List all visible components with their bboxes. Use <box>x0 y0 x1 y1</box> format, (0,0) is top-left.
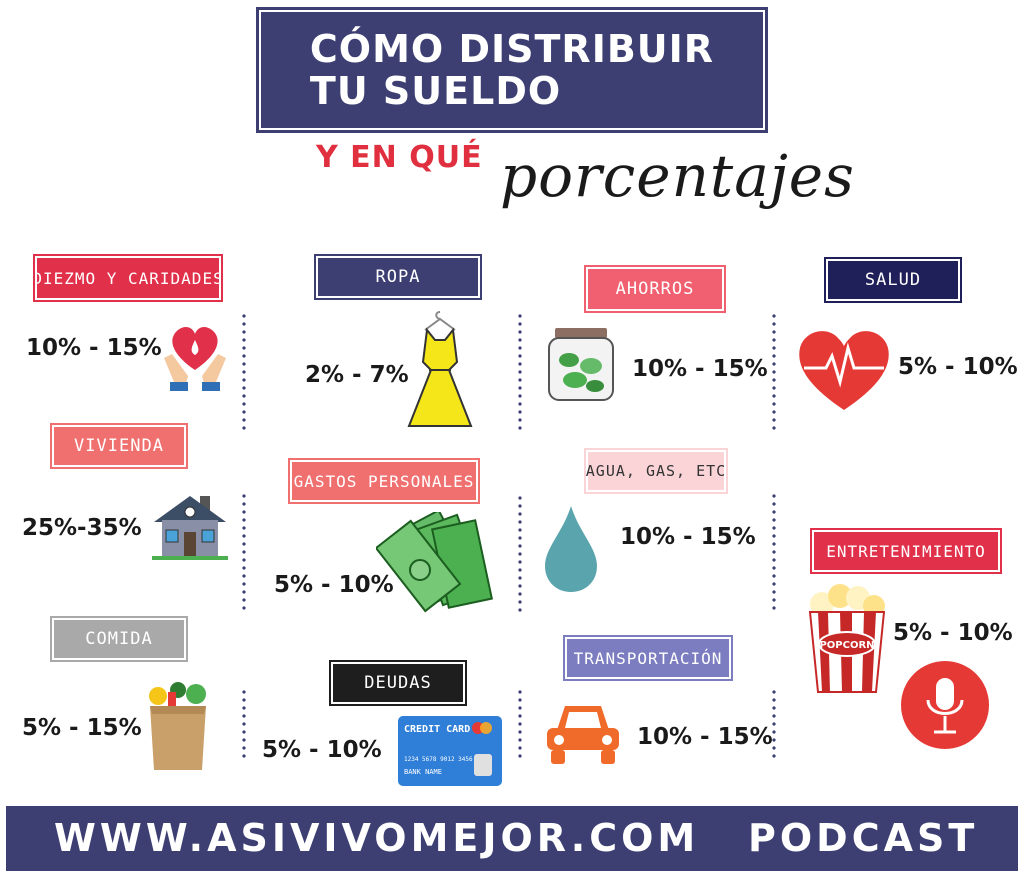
label-comida: COMIDA <box>50 616 188 662</box>
card-number: 1234 5678 9012 3456 <box>404 756 473 763</box>
pct-ahorros: 10% - 15% <box>632 356 768 382</box>
label-diezmo: DIEZMO Y CARIDADES <box>32 254 224 302</box>
pct-comida: 5% - 15% <box>22 715 142 741</box>
pct-gastos: 5% - 10% <box>274 572 394 598</box>
separator-dots <box>242 492 246 610</box>
label-vivienda-text: VIVIENDA <box>74 436 164 456</box>
grocery-bag-icon <box>149 682 206 770</box>
separator-dots <box>242 312 246 430</box>
water-drop-icon <box>545 506 597 592</box>
label-gastos: GASTOS PERSONALES <box>288 458 480 504</box>
footer-url[interactable]: WWW.ASIVIVOMEJOR.COM <box>54 816 700 860</box>
pct-ropa: 2% - 7% <box>305 362 409 388</box>
label-comida-text: COMIDA <box>85 629 153 649</box>
money-bills-icon <box>376 512 494 613</box>
heartbeat-icon <box>799 331 889 410</box>
label-salud-text: SALUD <box>864 270 922 290</box>
card-chip-icon <box>474 754 492 776</box>
label-entretenimiento-text: ENTRETENIMIENTO <box>826 541 986 561</box>
title-banner: CÓMO DISTRIBUIR TU SUELDO <box>256 7 768 133</box>
footer-banner: WWW.ASIVIVOMEJOR.COM PODCAST <box>6 806 1018 871</box>
microphone-icon <box>901 661 989 749</box>
subtitle-script: porcentajes <box>500 142 855 210</box>
separator-dots <box>772 688 776 758</box>
label-entretenimiento: ENTRETENIMIENTO <box>810 528 1002 574</box>
subtitle-prefix: Y EN QUÉ <box>316 140 483 175</box>
separator-dots <box>772 492 776 610</box>
separator-dots <box>518 312 522 430</box>
pct-diezmo: 10% - 15% <box>26 335 162 361</box>
label-ropa: ROPA <box>314 254 482 300</box>
popcorn-icon: POPCORN <box>808 584 886 693</box>
label-ahorros-text: AHORROS <box>615 279 695 299</box>
card-title: CREDIT CARD <box>404 724 471 735</box>
pct-entretenimiento: 5% - 10% <box>893 620 1013 646</box>
label-agua-text: AGUA, GAS, ETC <box>585 462 727 480</box>
page-title: CÓMO DISTRIBUIR TU SUELDO <box>309 27 715 113</box>
card-name: BANK NAME <box>404 768 442 776</box>
car-icon <box>547 706 619 764</box>
separator-dots <box>772 312 776 430</box>
heart-hands-icon <box>164 327 226 391</box>
popcorn-label: POPCORN <box>819 640 874 651</box>
label-transporte: TRANSPORTACIÓN <box>563 635 733 681</box>
label-deudas: DEUDAS <box>329 660 467 706</box>
label-diezmo-text: DIEZMO Y CARIDADES <box>32 268 224 288</box>
card-logo-icon <box>480 722 492 734</box>
house-icon <box>152 496 228 560</box>
pct-deudas: 5% - 10% <box>262 737 382 763</box>
dress-icon <box>407 311 473 427</box>
label-agua: AGUA, GAS, ETC <box>584 448 728 494</box>
separator-dots <box>242 688 246 758</box>
label-transporte-text: TRANSPORTACIÓN <box>573 648 723 668</box>
credit-card-icon: CREDIT CARD 1234 5678 9012 3456 BANK NAM… <box>398 716 502 786</box>
label-gastos-text: GASTOS PERSONALES <box>293 471 475 491</box>
separator-dots <box>518 688 522 758</box>
label-ropa-text: ROPA <box>375 267 421 287</box>
pct-vivienda: 25%-35% <box>22 515 142 541</box>
footer-podcast: PODCAST <box>748 816 979 860</box>
separator-dots <box>518 494 522 612</box>
pct-transporte: 10% - 15% <box>637 724 773 750</box>
pct-agua: 10% - 15% <box>620 524 756 550</box>
label-ahorros: AHORROS <box>584 265 726 313</box>
money-jar-icon <box>548 328 614 401</box>
label-deudas-text: DEUDAS <box>364 673 432 693</box>
label-vivienda: VIVIENDA <box>50 423 188 469</box>
pct-salud: 5% - 10% <box>898 354 1018 380</box>
label-salud: SALUD <box>824 257 962 303</box>
